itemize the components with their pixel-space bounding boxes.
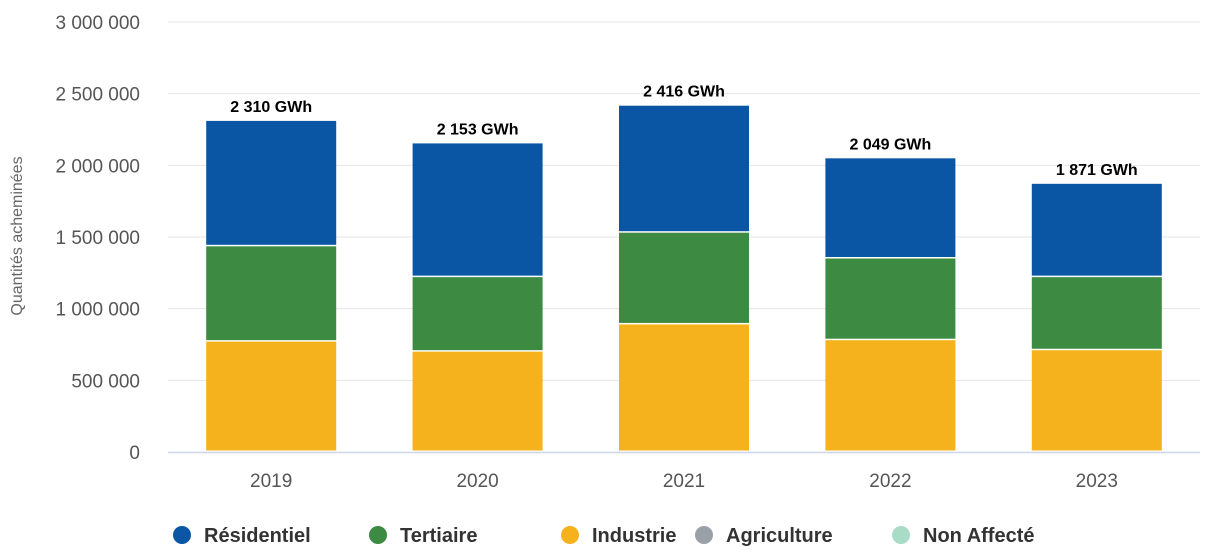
- x-tick-label: 2020: [456, 471, 498, 492]
- legend-marker: [695, 526, 713, 544]
- y-tick-label: 0: [129, 443, 140, 464]
- bar-segment-résidentiel[interactable]: [619, 105, 749, 232]
- x-tick-label: 2022: [869, 471, 911, 492]
- y-axis-label: Quantités acheminées: [9, 156, 26, 315]
- legend-marker: [892, 526, 910, 544]
- legend-item-industrie[interactable]: Industrie: [561, 525, 676, 547]
- legend-label: Industrie: [592, 525, 676, 547]
- bar-segment-industrie[interactable]: [619, 324, 749, 451]
- legend: Résidentiel Tertiaire Industrie Agriculture…: [173, 525, 1034, 547]
- total-labels: 2 310 GWh 2 153 GWh 2 416 GWh 2 049 GWh 1 87…: [230, 84, 1137, 179]
- legend-item-tertiaire[interactable]: Tertiaire: [369, 525, 477, 547]
- y-tick-label: 2 000 000: [55, 156, 140, 177]
- x-tick-label: 2019: [250, 471, 292, 492]
- legend-marker: [173, 526, 191, 544]
- bar-total-label: 2 049 GWh: [849, 136, 931, 153]
- y-tick-label: 1 000 000: [55, 300, 140, 321]
- bar-segment-industrie[interactable]: [825, 340, 956, 451]
- bar-segment-tertiaire[interactable]: [619, 232, 749, 323]
- bars: [206, 105, 1162, 451]
- x-tick-label: 2021: [663, 471, 705, 492]
- bar-segment-tertiaire[interactable]: [412, 277, 543, 351]
- y-axis-ticks: 0 500 000 1 000 000 1 500 000 2 000 000 2 500…: [55, 13, 140, 464]
- bar-segment-industrie[interactable]: [1031, 350, 1162, 451]
- legend-marker: [369, 526, 387, 544]
- bar-segment-résidentiel[interactable]: [825, 158, 956, 257]
- bar-total-label: 2 310 GWh: [230, 99, 312, 116]
- bar-segment-industrie[interactable]: [206, 341, 337, 451]
- legend-marker: [561, 526, 579, 544]
- bar-total-label: 2 153 GWh: [437, 121, 519, 138]
- bar-total-label: 1 871 GWh: [1056, 162, 1138, 179]
- legend-label: Agriculture: [726, 525, 833, 547]
- bar-segment-industrie[interactable]: [412, 351, 543, 451]
- legend-label: Non Affecté: [923, 525, 1034, 547]
- y-tick-label: 2 500 000: [55, 85, 140, 106]
- bar-segment-tertiaire[interactable]: [825, 258, 956, 339]
- x-tick-label: 2023: [1076, 471, 1118, 492]
- legend-item-agriculture[interactable]: Agriculture: [695, 525, 833, 547]
- y-tick-label: 500 000: [71, 371, 140, 392]
- legend-label: Tertiaire: [400, 525, 477, 547]
- bar-segment-résidentiel[interactable]: [412, 143, 543, 276]
- bar-segment-résidentiel[interactable]: [206, 120, 337, 245]
- bar-segment-tertiaire[interactable]: [206, 246, 337, 341]
- legend-item-résidentiel[interactable]: Résidentiel: [173, 525, 311, 547]
- bar-segment-tertiaire[interactable]: [1031, 277, 1162, 349]
- legend-label: Résidentiel: [204, 525, 311, 547]
- bar-total-label: 2 416 GWh: [643, 84, 725, 101]
- bar-segment-résidentiel[interactable]: [1031, 183, 1162, 276]
- y-tick-label: 3 000 000: [55, 13, 140, 34]
- x-axis-ticks: 2019 2020 2021 2022 2023: [250, 471, 1118, 492]
- y-tick-label: 1 500 000: [55, 228, 140, 249]
- legend-item-non-affecté[interactable]: Non Affecté: [892, 525, 1034, 547]
